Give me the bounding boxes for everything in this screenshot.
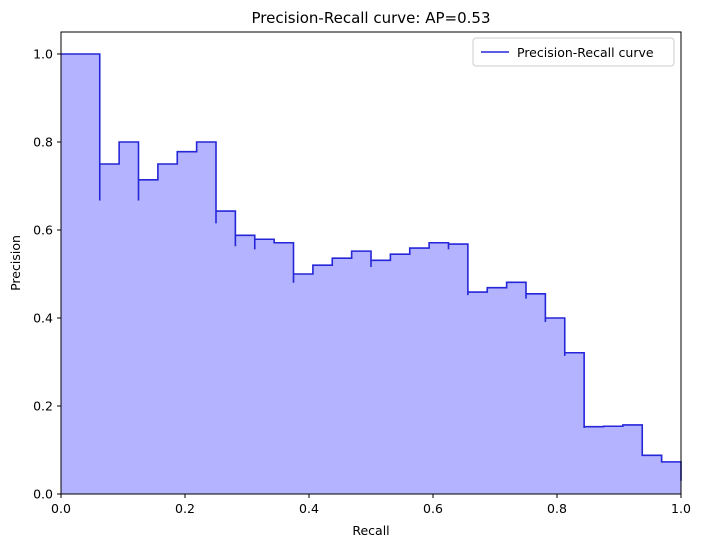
legend: Precision-Recall curve <box>472 37 675 67</box>
plot-frame <box>60 31 682 495</box>
y-tick-label: 0.2 <box>33 399 53 414</box>
legend-frame <box>472 37 675 67</box>
x-tick-label: 0.2 <box>175 501 195 516</box>
series-fill <box>61 54 681 494</box>
x-tick-label: 1.0 <box>671 501 691 516</box>
x-tick-label: 0.4 <box>299 501 319 516</box>
legend-label: Precision-Recall curve <box>517 45 654 60</box>
y-tick-label: 0.0 <box>33 487 53 502</box>
x-axis-label: Recall <box>352 523 389 538</box>
y-tick-label: 1.0 <box>33 47 53 62</box>
y-axis-label: Precision <box>8 235 23 291</box>
y-axis: 0.0 0.2 0.4 0.6 0.8 1.0 <box>33 47 61 502</box>
chart-title: Precision-Recall curve: AP=0.53 <box>252 9 491 27</box>
y-tick-label: 0.8 <box>33 135 53 150</box>
y-tick-label: 0.4 <box>33 311 53 326</box>
y-tick-label: 0.6 <box>33 223 53 238</box>
x-tick-label: 0.6 <box>423 501 443 516</box>
plot-area <box>60 31 682 495</box>
series-line <box>61 53 682 481</box>
x-tick-label: 0.0 <box>51 501 71 516</box>
x-axis: 0.0 0.2 0.4 0.6 0.8 1.0 <box>51 494 691 516</box>
x-tick-label: 0.8 <box>547 501 567 516</box>
